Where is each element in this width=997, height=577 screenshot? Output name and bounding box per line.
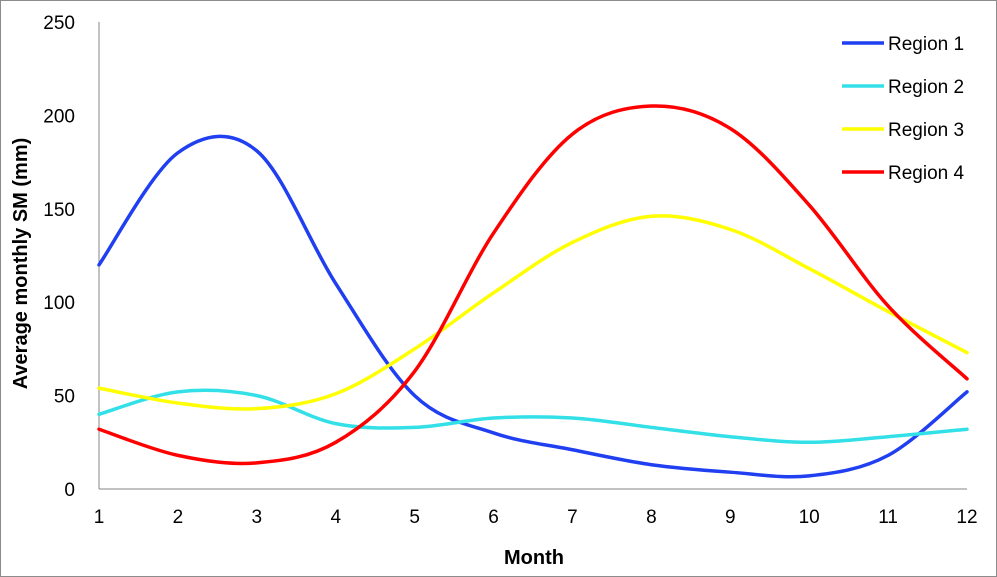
x-tick-label: 6: [488, 507, 499, 528]
x-tick-label: 10: [799, 507, 820, 528]
y-tick-label: 0: [64, 480, 75, 501]
y-tick-label: 50: [54, 387, 75, 408]
y-tick-label: 200: [43, 106, 75, 127]
y-tick-label: 100: [43, 293, 75, 314]
x-tick-label: 11: [878, 507, 898, 528]
x-tick-label: 1: [94, 507, 105, 528]
series-line-region-3: [97, 214, 969, 411]
axes: [98, 22, 967, 490]
series-lines: [97, 104, 969, 479]
x-axis-title: Month: [504, 547, 564, 569]
legend-label-region-4: Region 4: [888, 163, 964, 184]
legend-label-region-1: Region 1: [888, 34, 964, 55]
series-line-region-2: [97, 388, 969, 445]
series-line-region-4: [97, 104, 969, 466]
legend: Region 1 Region 2 Region 3 Region 4: [842, 34, 964, 184]
x-tick-label: 9: [725, 507, 736, 528]
x-tick-label: 7: [567, 507, 578, 528]
x-tick-label: 12: [956, 507, 977, 528]
legend-label-region-2: Region 2: [888, 77, 964, 98]
x-tick-label: 2: [173, 507, 184, 528]
y-tick-label: 250: [43, 13, 75, 34]
y-axis-title: Average monthly SM (mm): [10, 138, 32, 390]
legend-label-region-3: Region 3: [888, 120, 964, 141]
x-tick-label: 3: [252, 507, 263, 528]
x-tick-label: 5: [409, 507, 420, 528]
series-line-region-1: [97, 134, 969, 479]
x-tick-label: 4: [330, 507, 341, 528]
x-tick-label: 8: [646, 507, 657, 528]
y-tick-label: 150: [43, 200, 75, 221]
